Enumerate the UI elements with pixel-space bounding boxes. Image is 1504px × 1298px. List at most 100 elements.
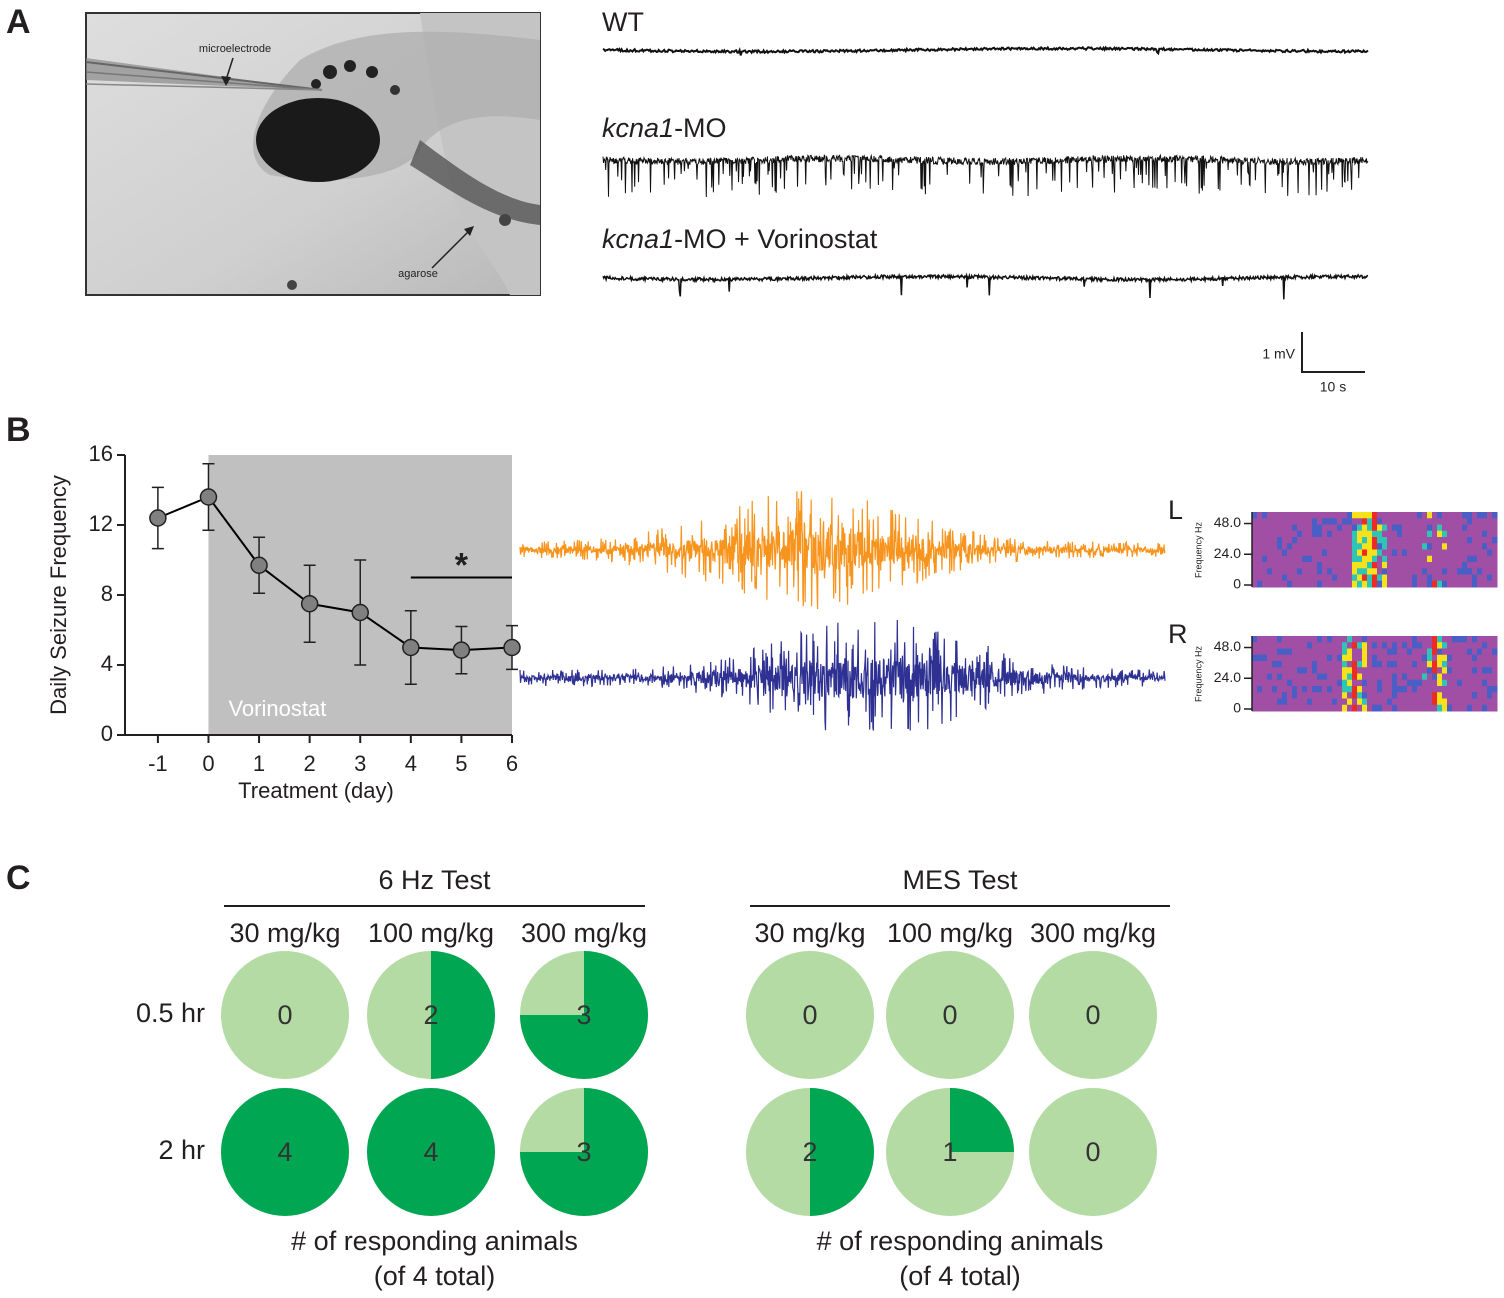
spectrogram-cell: [1342, 636, 1348, 643]
spectrogram-cell: [1417, 692, 1423, 699]
spectrogram-cell: [1322, 679, 1328, 687]
spectrogram-cell: [1272, 636, 1278, 643]
spectrogram-cell: [1447, 512, 1453, 519]
spectrogram-cell: [1402, 549, 1408, 557]
spectrogram-cell: [1387, 568, 1393, 575]
pie-wedge: [950, 1088, 1014, 1152]
spectrogram-cell: [1397, 654, 1403, 662]
spectrogram-cell: [1387, 574, 1393, 582]
spectrogram-cell: [1352, 518, 1358, 525]
spectrogram-cell: [1412, 524, 1418, 532]
spectrogram-cell: [1307, 704, 1313, 712]
spectrogram-cell: [1432, 537, 1438, 544]
spectrogram-cell: [1467, 543, 1473, 550]
spectrogram-cell: [1302, 530, 1308, 538]
spectrogram-cell: [1347, 648, 1353, 656]
spectrogram-cell: [1332, 537, 1338, 544]
spectrogram-cell: [1267, 549, 1273, 557]
spectrogram-cell: [1382, 512, 1388, 519]
spectrogram-cell: [1467, 679, 1473, 687]
spectrogram-cell: [1352, 698, 1358, 706]
spectrogram-cell: [1432, 555, 1438, 563]
spectrogram-cell: [1372, 555, 1378, 563]
spectrogram-cell: [1397, 555, 1403, 563]
spectrogram-cell: [1367, 518, 1373, 525]
spectrogram-cell: [1312, 555, 1318, 563]
spectrogram-cell: [1307, 692, 1313, 699]
spectrogram-cell: [1407, 679, 1413, 687]
spectrogram-cell: [1367, 648, 1373, 656]
spectrogram-cell: [1487, 648, 1493, 656]
spectrogram-cell: [1477, 580, 1483, 588]
spectrogram-cell: [1427, 543, 1433, 550]
spectrogram-cell: [1407, 648, 1413, 656]
spectrogram-cell: [1257, 648, 1263, 656]
spectrogram-cell: [1262, 686, 1268, 693]
spectrogram-cell: [1337, 654, 1343, 662]
spectrogram-cell: [1277, 574, 1283, 582]
spectrogram-cell: [1407, 549, 1413, 557]
spectrogram-cell: [1257, 704, 1263, 712]
spectrogram-cell: [1407, 704, 1413, 712]
spectrogram-cell: [1317, 574, 1323, 582]
spectrogram-cell: [1382, 642, 1388, 649]
spectrogram-cell: [1387, 530, 1393, 538]
spectrogram-cell: [1267, 654, 1273, 662]
spectrogram-cell: [1492, 537, 1498, 544]
spectrogram-cell: [1467, 580, 1473, 588]
spectrogram-cell: [1442, 654, 1448, 662]
spectrogram-cell: [1437, 679, 1443, 687]
spectrogram-cell: [1372, 512, 1378, 519]
spectrogram-cell: [1302, 679, 1308, 687]
spectrogram-cell: [1377, 537, 1383, 544]
spectrogram-cell: [1297, 574, 1303, 582]
spectrogram-cell: [1297, 530, 1303, 538]
spectrogram-cell: [1317, 543, 1323, 550]
spectrogram-cell: [1427, 524, 1433, 532]
spectrogram-cell: [1362, 692, 1368, 699]
spectrogram-cell: [1342, 698, 1348, 706]
spectrogram-cell: [1457, 574, 1463, 582]
spectrogram-cell: [1347, 686, 1353, 693]
spectrogram-cell: [1347, 543, 1353, 550]
spectrogram-cell: [1477, 549, 1483, 557]
spectrogram-cell: [1342, 679, 1348, 687]
spectrogram-cell: [1457, 549, 1463, 557]
spectrogram-cell: [1377, 679, 1383, 687]
spectrogram-cell: [1482, 543, 1488, 550]
panel-label: B: [6, 411, 31, 449]
spectrogram-cell: [1477, 692, 1483, 699]
spectrogram-cell: [1332, 704, 1338, 712]
spectrogram-cell: [1362, 530, 1368, 538]
spectrogram-cell: [1317, 580, 1323, 588]
spectrogram-cell: [1432, 543, 1438, 550]
spectrogram-cell: [1397, 642, 1403, 649]
spectrogram-cell: [1492, 648, 1498, 656]
pie-value: 0: [1085, 1000, 1100, 1030]
spectrogram-cell: [1482, 704, 1488, 712]
spectrogram-cell: [1492, 562, 1498, 569]
spectrogram-cell: [1332, 661, 1338, 668]
spectrogram-cell: [1332, 524, 1338, 532]
pie-value: 3: [576, 1000, 591, 1030]
spectrogram-cell: [1387, 580, 1393, 588]
data-point: [351, 603, 369, 622]
spectrogram-cell: [1302, 648, 1308, 656]
spectrogram-cell: [1302, 574, 1308, 582]
pie-base: [1029, 951, 1157, 1079]
spectrogram-cell: [1272, 704, 1278, 712]
spectrogram-cell: [1287, 686, 1293, 693]
spectrogram-cell: [1392, 704, 1398, 712]
spectrogram-cell: [1357, 636, 1363, 643]
spectrogram-cell: [1277, 642, 1283, 649]
spectrogram-cell: [1352, 686, 1358, 693]
spectrogram-cell: [1282, 636, 1288, 643]
spectrogram-cell: [1392, 679, 1398, 687]
spectrogram-cell: [1327, 654, 1333, 662]
spectrogram-cell: [1442, 648, 1448, 656]
spectrogram-cell: [1472, 524, 1478, 532]
spectrogram-cell: [1332, 562, 1338, 569]
spectrogram-cell: [1267, 537, 1273, 544]
y-tick-label: 4: [101, 651, 113, 676]
spectrogram-cell: [1282, 648, 1288, 656]
